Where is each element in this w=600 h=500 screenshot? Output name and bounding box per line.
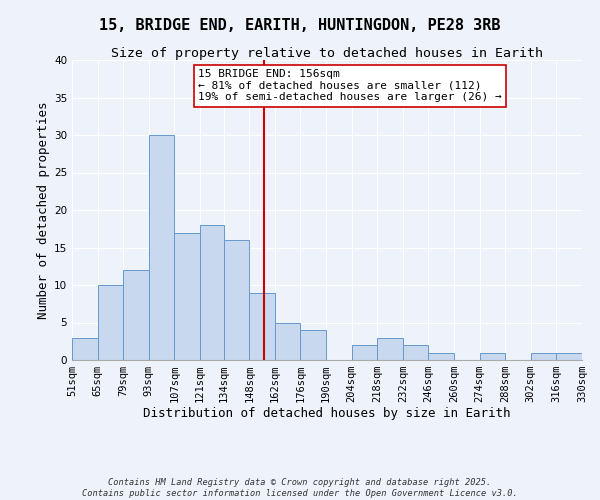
Bar xyxy=(224,240,250,360)
Bar xyxy=(403,345,428,360)
Bar xyxy=(531,352,556,360)
Bar xyxy=(175,232,200,360)
X-axis label: Distribution of detached houses by size in Earith: Distribution of detached houses by size … xyxy=(143,406,511,420)
Bar xyxy=(377,338,403,360)
Bar xyxy=(275,322,301,360)
Title: Size of property relative to detached houses in Earith: Size of property relative to detached ho… xyxy=(111,47,543,60)
Bar xyxy=(352,345,377,360)
Text: Contains HM Land Registry data © Crown copyright and database right 2025.
Contai: Contains HM Land Registry data © Crown c… xyxy=(82,478,518,498)
Bar xyxy=(149,135,175,360)
Bar xyxy=(301,330,326,360)
Bar xyxy=(72,338,98,360)
Bar xyxy=(123,270,149,360)
Text: 15, BRIDGE END, EARITH, HUNTINGDON, PE28 3RB: 15, BRIDGE END, EARITH, HUNTINGDON, PE28… xyxy=(99,18,501,32)
Bar xyxy=(479,352,505,360)
Bar xyxy=(200,225,224,360)
Bar xyxy=(250,292,275,360)
Text: 15 BRIDGE END: 156sqm
← 81% of detached houses are smaller (112)
19% of semi-det: 15 BRIDGE END: 156sqm ← 81% of detached … xyxy=(198,69,502,102)
Bar xyxy=(428,352,454,360)
Bar xyxy=(556,352,582,360)
Bar xyxy=(98,285,123,360)
Y-axis label: Number of detached properties: Number of detached properties xyxy=(37,101,50,319)
